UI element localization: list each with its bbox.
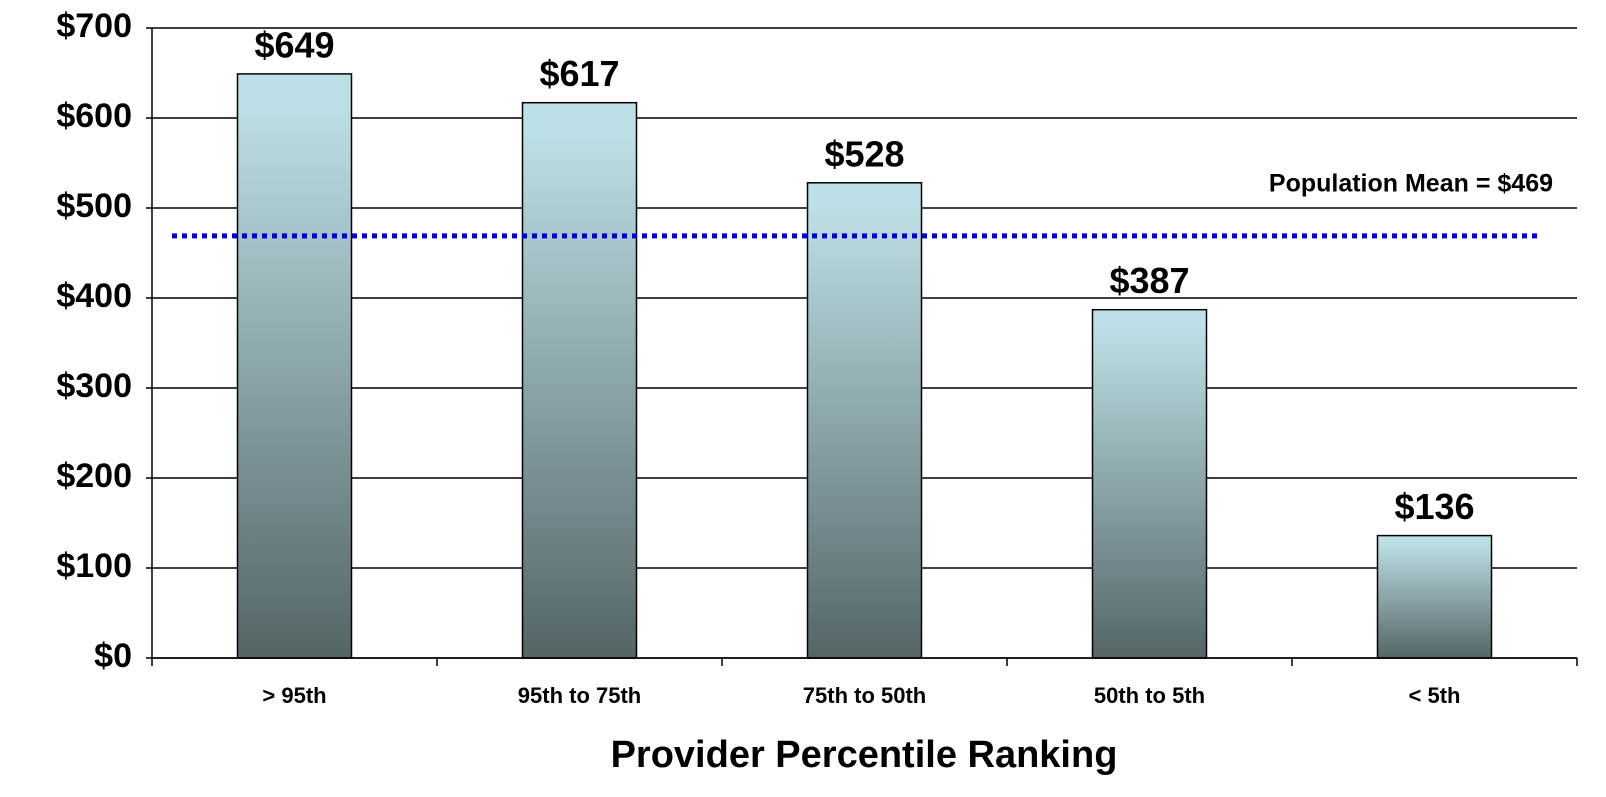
x-tick-label: 75th to 50th (803, 683, 926, 708)
x-tick-label: > 95th (262, 683, 326, 708)
bar (1091, 308, 1208, 659)
y-tick-label: $200 (56, 457, 132, 495)
bar (806, 182, 923, 659)
x-tick-label: 50th to 5th (1094, 683, 1205, 708)
data-label: $649 (254, 24, 334, 65)
y-tick-label: $500 (56, 187, 132, 225)
x-tick-label: < 5th (1409, 683, 1461, 708)
data-label: $528 (824, 133, 904, 174)
bar (521, 101, 638, 659)
data-label: $387 (1109, 260, 1189, 301)
data-label: $136 (1394, 486, 1474, 527)
bar (236, 73, 353, 659)
data-label: $617 (539, 53, 619, 94)
x-tick-label: 95th to 75th (518, 683, 641, 708)
y-tick-label: $0 (94, 637, 132, 675)
y-tick-label: $100 (56, 547, 132, 585)
y-tick-label: $600 (56, 97, 132, 135)
bar (1376, 534, 1493, 659)
x-axis-label: Provider Percentile Ranking (611, 734, 1118, 776)
y-tick-label: $300 (56, 367, 132, 405)
annotation: Population Mean = $469 (1269, 170, 1553, 198)
y-tick-label: $700 (56, 7, 132, 45)
y-tick-label: $400 (56, 277, 132, 315)
